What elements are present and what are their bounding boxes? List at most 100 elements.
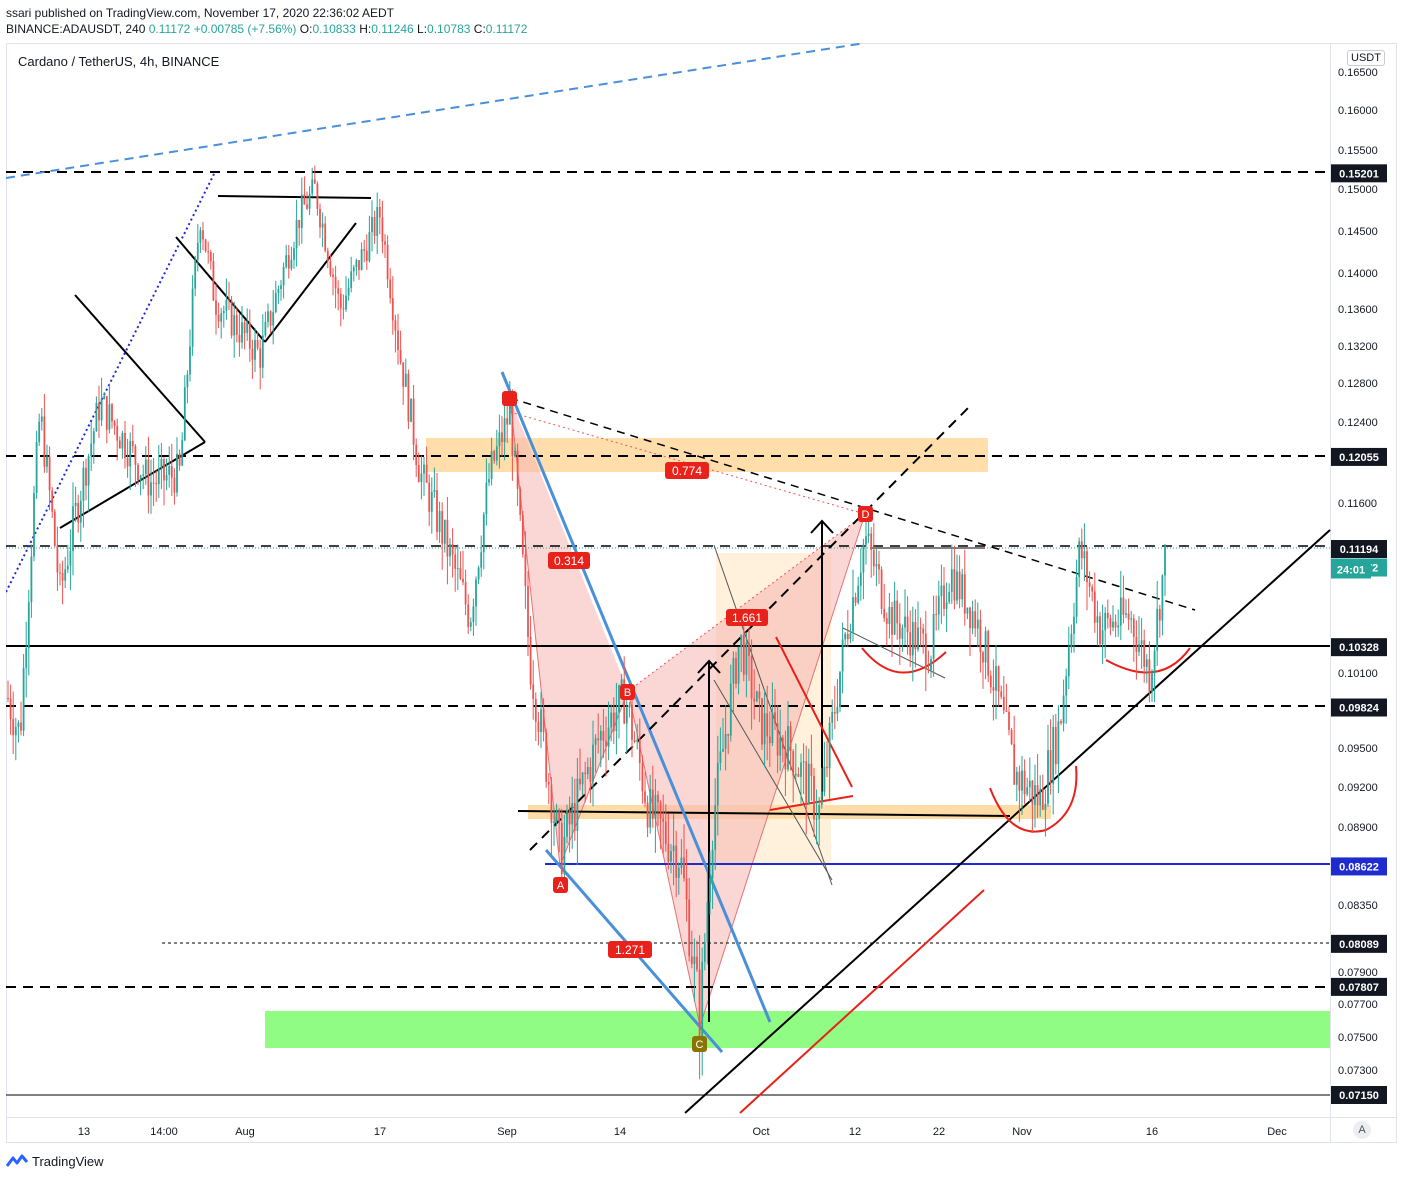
- candle: [27, 589, 30, 676]
- candle: [118, 436, 121, 449]
- candle: [264, 311, 267, 338]
- candle: [1041, 774, 1044, 811]
- candle: [407, 369, 410, 430]
- candle: [87, 453, 90, 512]
- pattern-xd-ratio-line: [509, 411, 866, 515]
- candle: [222, 305, 225, 328]
- price-label-text: 0.08089: [1339, 939, 1379, 951]
- candle: [774, 689, 776, 731]
- candle: [501, 415, 503, 457]
- candle: [1135, 620, 1138, 680]
- candle: [750, 639, 753, 730]
- candle: [282, 262, 285, 299]
- candle: [142, 464, 145, 490]
- candle: [25, 621, 28, 698]
- candle: [14, 717, 17, 761]
- candle: [961, 568, 964, 608]
- candle: [165, 458, 168, 491]
- price-label-text: 24:01: [1337, 565, 1365, 577]
- candle: [649, 774, 652, 834]
- candle: [1057, 705, 1060, 794]
- candle: [1106, 599, 1109, 629]
- candle: [77, 494, 80, 533]
- candle: [1132, 614, 1135, 662]
- candle: [831, 699, 834, 740]
- candle: [563, 814, 566, 890]
- candle: [1005, 683, 1008, 712]
- price-label-text: 0.07807: [1339, 982, 1379, 994]
- candle: [415, 438, 418, 477]
- candle: [1054, 713, 1057, 775]
- symbol-interval: BINANCE:ADAUSDT, 240: [6, 22, 146, 36]
- tradingview-logo[interactable]: TradingView: [6, 1153, 104, 1169]
- candle: [170, 443, 173, 496]
- candle: [241, 306, 243, 349]
- candle: [254, 327, 256, 372]
- candle: [365, 234, 368, 270]
- falling-wedge-upper: [500, 371, 772, 1023]
- candle: [1067, 626, 1070, 690]
- candle: [248, 309, 251, 362]
- candle: [667, 813, 670, 870]
- candle: [927, 650, 930, 674]
- price-label-text: 0.11194: [1340, 544, 1379, 556]
- candle: [592, 720, 594, 807]
- candle: [51, 486, 54, 518]
- candle: [982, 650, 984, 689]
- candle: [599, 725, 602, 768]
- candle: [943, 567, 945, 617]
- time-tick: 17: [374, 1126, 386, 1138]
- candle: [716, 735, 719, 836]
- candle: [714, 778, 717, 871]
- candle: [542, 698, 545, 742]
- candle: [576, 758, 579, 866]
- candle: [1117, 609, 1120, 637]
- candle: [937, 580, 940, 631]
- candle: [443, 519, 446, 553]
- time-tick: Dec: [1267, 1126, 1287, 1138]
- price-tick: 0.12400: [1338, 417, 1378, 429]
- price-chart[interactable]: A B C D 0.774 0.314 1.661 1.271 0.165000…: [6, 43, 1397, 1143]
- price-tick: 0.07700: [1338, 999, 1378, 1011]
- candle: [844, 632, 847, 648]
- candle: [724, 704, 727, 771]
- candle: [805, 745, 808, 835]
- time-axis[interactable]: 13 14:00 Aug 17 Sep 14 Oct 12 22 Nov 16 Dec: [78, 1126, 1287, 1138]
- candle: [800, 753, 802, 804]
- price-axis[interactable]: 0.16500 0.16000 0.15500 0.15000 0.14500 0.140…: [1338, 67, 1378, 1077]
- time-tick: 12: [849, 1126, 861, 1138]
- candle: [989, 670, 992, 694]
- price-label-5: 0.10328: [1331, 638, 1387, 657]
- candle: [410, 398, 412, 423]
- candle: [940, 564, 943, 624]
- time-tick: 14:00: [150, 1126, 178, 1138]
- candle: [163, 457, 165, 506]
- candle: [480, 535, 483, 577]
- candle: [703, 933, 706, 971]
- currency-button[interactable]: USDT: [1347, 50, 1385, 66]
- candle: [425, 446, 428, 483]
- price-tick: 0.12800: [1338, 378, 1378, 390]
- candle: [646, 795, 649, 838]
- candle: [1104, 607, 1107, 659]
- candle: [794, 743, 797, 781]
- red-parallel-channel: [739, 889, 985, 1114]
- candle: [917, 601, 919, 652]
- candle: [1112, 605, 1114, 632]
- candle: [945, 582, 948, 633]
- price-tick: 0.07500: [1338, 1032, 1378, 1044]
- candle: [451, 528, 454, 578]
- candle: [732, 651, 735, 712]
- candle: [766, 685, 769, 761]
- candle: [129, 432, 132, 490]
- candle: [607, 701, 610, 761]
- auto-scale-button[interactable]: A: [1353, 1121, 1371, 1139]
- candle: [683, 824, 685, 882]
- candle: [82, 461, 85, 528]
- candle: [701, 947, 704, 1076]
- candle: [285, 244, 288, 269]
- candles: [7, 165, 1166, 1080]
- candle: [740, 634, 743, 673]
- candle: [1164, 543, 1166, 596]
- candle: [1031, 780, 1034, 834]
